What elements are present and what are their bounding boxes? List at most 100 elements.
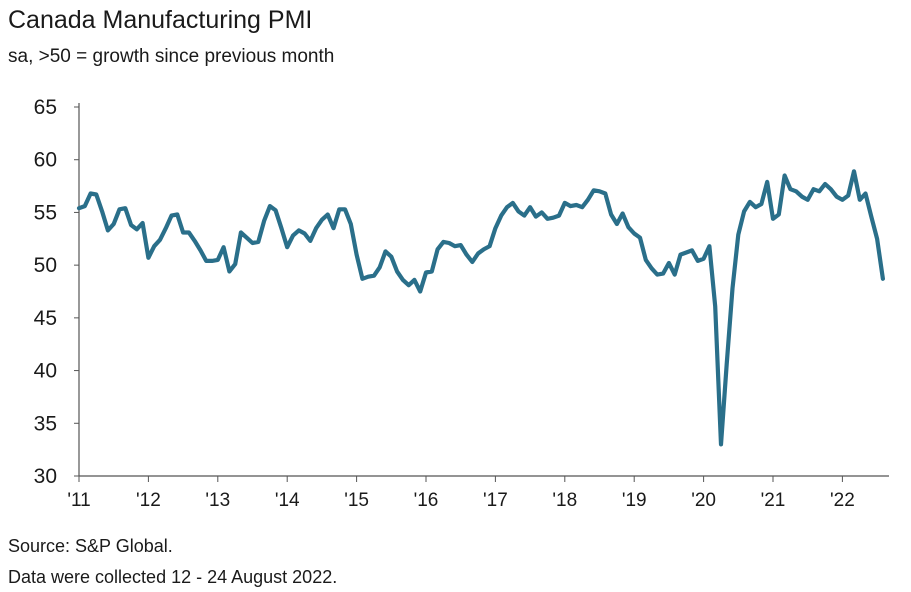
data-point: [801, 196, 803, 198]
data-point: [350, 223, 352, 225]
data-point: [495, 227, 497, 229]
x-tick-label: '11: [67, 490, 90, 511]
data-point: [194, 240, 196, 242]
data-point: [830, 188, 832, 190]
data-point: [697, 260, 699, 262]
data-point: [853, 171, 855, 173]
data-point: [743, 211, 745, 213]
data-point: [408, 284, 410, 286]
data-point: [778, 214, 780, 216]
y-tick-label: 60: [34, 149, 57, 172]
data-point: [836, 196, 838, 198]
chart-title: Canada Manufacturing PMI: [8, 6, 313, 34]
data-point: [119, 209, 121, 211]
data-point: [795, 191, 797, 193]
data-point: [749, 201, 751, 203]
data-point: [813, 188, 815, 190]
data-point: [674, 274, 676, 276]
data-point: [732, 288, 734, 290]
data-point: [263, 220, 265, 222]
data-point: [246, 237, 248, 239]
data-point: [367, 276, 369, 278]
data-point: [385, 251, 387, 253]
data-point: [327, 214, 329, 216]
data-point: [483, 249, 485, 251]
data-point: [593, 190, 595, 192]
data-point: [645, 259, 647, 261]
data-point: [616, 223, 618, 225]
data-point: [275, 210, 277, 212]
data-point: [281, 227, 283, 229]
data-point: [610, 214, 612, 216]
y-tick-label: 35: [34, 412, 57, 435]
pmi-series-line: [76, 169, 886, 447]
data-point: [165, 227, 167, 229]
data-point: [605, 193, 607, 195]
data-point: [448, 242, 450, 244]
data-point: [691, 250, 693, 252]
data-point: [454, 245, 456, 247]
data-point: [709, 245, 711, 247]
data-point: [628, 226, 630, 228]
data-point: [391, 256, 393, 258]
data-point: [182, 232, 184, 234]
y-tick-label: 65: [34, 96, 57, 119]
data-point: [662, 273, 664, 275]
data-point: [518, 211, 520, 213]
data-point: [489, 245, 491, 247]
data-point: [130, 224, 132, 226]
data-point: [460, 244, 462, 246]
axis-lines: [74, 103, 889, 482]
data-point: [101, 211, 103, 213]
data-point: [714, 306, 716, 308]
data-point: [876, 238, 878, 240]
data-point: [113, 223, 115, 225]
data-point: [529, 206, 531, 208]
data-point: [807, 199, 809, 201]
data-point: [310, 240, 312, 242]
data-point: [148, 257, 150, 259]
data-point: [234, 263, 236, 265]
data-point: [581, 206, 583, 208]
data-point: [419, 291, 421, 293]
data-point: [882, 278, 884, 280]
data-point: [373, 275, 375, 277]
data-point: [512, 202, 514, 204]
data-point: [524, 215, 526, 217]
data-point: [414, 279, 416, 281]
data-point: [720, 444, 722, 446]
data-point: [865, 193, 867, 195]
data-point: [211, 260, 213, 262]
data-point: [188, 232, 190, 234]
data-point: [766, 181, 768, 183]
data-point: [269, 205, 271, 207]
data-point: [772, 218, 774, 220]
data-point: [200, 250, 202, 252]
data-point: [223, 246, 225, 248]
data-point: [842, 199, 844, 201]
data-point: [258, 241, 260, 243]
series-layer: [76, 169, 886, 447]
data-point: [790, 188, 792, 190]
data-point: [217, 259, 219, 261]
data-point: [668, 262, 670, 264]
data-point: [570, 205, 572, 207]
x-axis-labels: '11 '12 '13 '14 '15 '16 '17 '18 '19 '20 '21 '22: [67, 490, 854, 511]
data-point: [558, 215, 560, 217]
data-point: [477, 253, 479, 255]
data-point: [437, 249, 439, 251]
data-point: [552, 217, 554, 219]
source-note: Source: S&P Global.: [8, 536, 173, 556]
data-point: [761, 203, 763, 205]
data-point: [587, 199, 589, 201]
data-point: [107, 230, 109, 232]
data-point: [541, 212, 543, 214]
data-point: [292, 235, 294, 237]
data-point: [726, 363, 728, 365]
data-point: [304, 233, 306, 235]
data-point: [205, 260, 207, 262]
data-point: [78, 207, 80, 209]
data-point: [171, 215, 173, 217]
data-point: [622, 213, 624, 215]
